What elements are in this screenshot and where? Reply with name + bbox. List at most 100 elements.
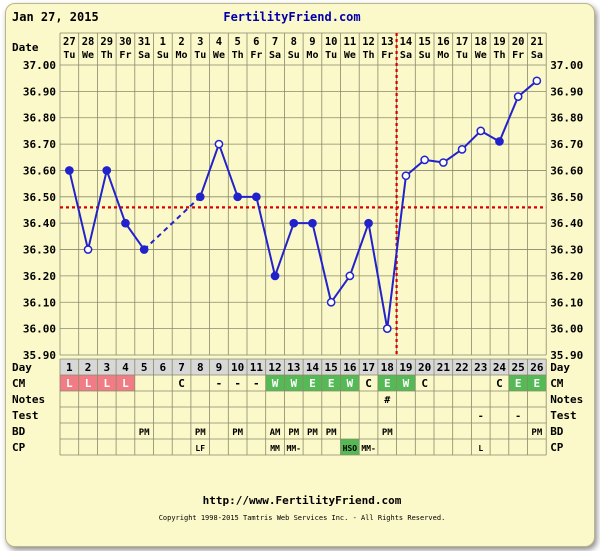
cycle-day-label: 11 (250, 361, 264, 374)
cm-cell-fill (340, 375, 360, 391)
cp-cell-value: MM- (361, 444, 375, 453)
series-segment (367, 223, 389, 329)
cm-cell-value: E (534, 377, 541, 390)
bd-cell-value: PM (139, 428, 150, 438)
cycle-day-label: 19 (399, 361, 412, 374)
temperature-point (345, 271, 355, 281)
footer-copyright: Copyright 1998-2015 Tamtris Web Services… (159, 514, 446, 522)
temperature-point (364, 218, 373, 228)
y-tick-label: 37.00 (550, 59, 583, 72)
cycle-day-label: 23 (474, 361, 487, 374)
date-label: 13 (381, 36, 394, 48)
date-label: 17 (456, 36, 469, 48)
bd-cell-value: PM (382, 428, 393, 438)
cm-cell-fill (508, 375, 528, 391)
cp-cell-value: L (478, 444, 483, 453)
weekday-label: Th (363, 50, 375, 61)
cycle-day-label: 6 (160, 361, 167, 374)
cm-cell-value: C (421, 377, 428, 390)
temperature-point (532, 76, 542, 86)
date-label: 10 (325, 36, 338, 48)
temperature-point (476, 126, 486, 136)
weekday-label: Mo (437, 50, 449, 61)
cm-cell-value: - (234, 377, 241, 390)
row-label-left: Day (12, 361, 32, 374)
date-label: 14 (400, 36, 413, 48)
temperature-point (326, 297, 336, 307)
cycle-day-label: 18 (381, 361, 394, 374)
weekday-label: We (82, 50, 94, 61)
y-tick-label: 36.00 (550, 323, 583, 336)
y-tick-label: 36.20 (550, 270, 583, 283)
cycle-day-label: 15 (325, 361, 338, 374)
cm-cell-value: L (66, 377, 73, 390)
cm-cell-value: E (515, 377, 522, 390)
bd-cell-value: PM (326, 428, 337, 438)
weekday-label: Fr (381, 50, 393, 61)
y-tick-label: 36.50 (550, 191, 583, 204)
temperature-point (139, 245, 149, 254)
bd-cell-value: PM (232, 428, 243, 438)
row-label-right: Notes (550, 393, 583, 406)
temperature-point (65, 166, 74, 175)
series-segment (311, 222, 333, 303)
cm-cell-value: L (85, 377, 92, 390)
cycle-day-label: 21 (437, 361, 451, 374)
y-tick-label: 36.10 (23, 296, 56, 309)
row-label-right: CP (550, 441, 564, 454)
temperature-point (195, 192, 205, 202)
series-segment (274, 222, 295, 277)
cm-cell-fill (116, 375, 135, 391)
temperature-point (121, 218, 130, 228)
y-tick-label: 36.30 (23, 244, 56, 257)
y-tick-label: 35.90 (23, 349, 56, 362)
cm-cell-value: C (178, 377, 185, 390)
y-tick-label: 37.00 (23, 59, 56, 72)
weekday-label: Sa (531, 50, 543, 61)
footer-url[interactable]: http://www.FertilityFriend.com (203, 494, 402, 507)
weekday-label: We (344, 50, 356, 61)
cm-cell-value: W (347, 377, 354, 390)
row-label-left: Notes (12, 393, 45, 406)
row-label-left: Test (12, 409, 39, 422)
series-gap-segment (143, 196, 201, 251)
cp-cell-value: MM- (287, 444, 301, 453)
cm-cell-value: L (103, 377, 110, 390)
cycle-day-label: 8 (197, 361, 204, 374)
date-label: 16 (437, 36, 450, 48)
y-tick-label: 36.40 (23, 217, 56, 230)
temperature-point (252, 192, 261, 202)
cycle-day-label: 26 (530, 361, 544, 374)
weekday-label: Tu (194, 50, 206, 61)
cycle-day-label: 3 (103, 361, 110, 374)
y-axis-right: 37.00 36.90 36.80 36.70 36.60 36.50 36.40 36.30… (550, 59, 583, 362)
cm-cell-fill (284, 375, 304, 391)
bd-cell-value: PM (288, 428, 299, 438)
series-segment (68, 170, 90, 250)
cm-cell-fill (303, 375, 322, 391)
y-tick-label: 35.90 (550, 349, 583, 362)
row-label-right: BD (550, 425, 564, 438)
cm-cell-fill (265, 375, 285, 391)
weekday-label: Fr (512, 50, 524, 61)
cm-cell-fill (527, 375, 547, 391)
weekday-label: Fr (250, 50, 262, 61)
series-segment (461, 130, 482, 151)
chart-card: Jan 27, 2015 FertilityFriend.com Date 37… (5, 3, 595, 547)
row-label-right: Test (550, 409, 577, 422)
date-label: 1 (160, 36, 166, 48)
y-tick-label: 36.80 (23, 112, 56, 125)
y-tick-label: 36.40 (550, 217, 583, 230)
cycle-day-label: 2 (85, 361, 92, 374)
weekday-label: Sa (400, 50, 412, 61)
temperature-point (495, 137, 504, 146)
bd-cell-value: PM (307, 428, 318, 438)
series-segment (255, 196, 277, 277)
header-date: Jan 27, 2015 (12, 10, 99, 24)
cycle-day-label: 10 (231, 361, 244, 374)
temperature-point (214, 139, 224, 149)
y-tick-label: 36.90 (550, 85, 583, 98)
site-title[interactable]: FertilityFriend.com (223, 10, 360, 24)
date-label: 30 (119, 36, 132, 48)
cycle-day-label: 4 (122, 361, 129, 374)
